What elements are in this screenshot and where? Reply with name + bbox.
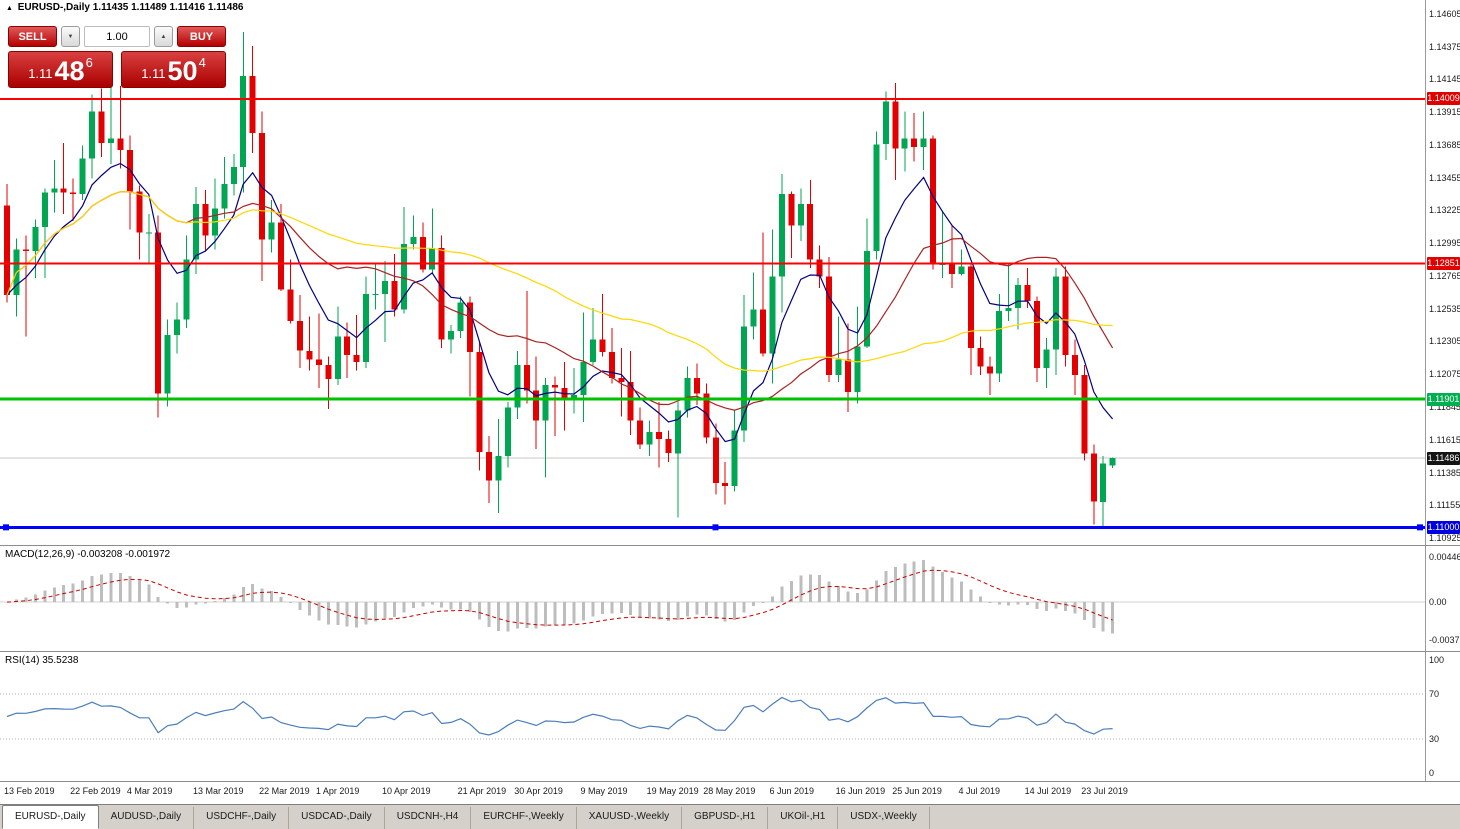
axis-tick-label: 1.13455	[1429, 172, 1460, 183]
chart-title: ▲ EURUSD-,Daily 1.11435 1.11489 1.11416 …	[6, 2, 243, 13]
date-label: 23 Jul 2019	[1081, 786, 1128, 796]
tab-usdcad-daily[interactable]: USDCAD-,Daily	[289, 807, 385, 829]
tab-eurchf-weekly[interactable]: EURCHF-,Weekly	[471, 807, 577, 829]
axis-tick-label: 1.12075	[1429, 369, 1460, 380]
tab-eurusd-daily[interactable]: EURUSD-,Daily	[2, 805, 99, 829]
rsi-indicator-chart[interactable]	[0, 652, 1425, 781]
volume-decrease-button[interactable]: ▼	[61, 26, 80, 47]
macd-indicator-chart[interactable]	[0, 546, 1425, 651]
date-label: 22 Mar 2019	[259, 786, 310, 796]
buy-price-pips: 50	[167, 56, 198, 86]
date-label: 13 Feb 2019	[4, 786, 55, 796]
sell-price-big-figure: 1.11	[28, 66, 53, 81]
date-label: 9 May 2019	[580, 786, 628, 796]
hline-price-tag: 1.11901	[1427, 392, 1460, 406]
buy-price-display[interactable]: 1.11 50 4	[121, 51, 226, 88]
axis-tick-label: -0.003716	[1429, 634, 1460, 645]
current-price-tag: 1.11486	[1427, 451, 1460, 465]
date-label: 13 Mar 2019	[193, 786, 244, 796]
axis-tick-label: 1.14145	[1429, 74, 1460, 85]
tab-audusd-daily[interactable]: AUDUSD-,Daily	[99, 807, 195, 829]
macd-label: MACD(12,26,9) -0.003208 -0.001972	[5, 549, 171, 560]
date-label: 14 Jul 2019	[1024, 786, 1072, 796]
chart-symbol-label: EURUSD-,Daily	[17, 2, 90, 13]
tab-xauusd-weekly[interactable]: XAUUSD-,Weekly	[577, 807, 683, 829]
buy-price-point: 4	[198, 55, 206, 70]
time-axis[interactable]: 13 Feb 2019 22 Feb 2019 4 Mar 2019 13 Mar 2…	[0, 782, 1460, 804]
axis-tick-label: 70	[1429, 688, 1440, 699]
axis-tick-label: 1.13225	[1429, 205, 1460, 216]
axis-tick-label: 1.12995	[1429, 238, 1460, 249]
sell-price-pips: 48	[54, 56, 85, 86]
buy-button[interactable]: BUY	[177, 26, 226, 47]
axis-tick-label: 1.14375	[1429, 41, 1460, 52]
sell-button[interactable]: SELL	[8, 26, 57, 47]
axis-tick-label: 1.11385	[1429, 467, 1460, 478]
date-label: 21 Apr 2019	[457, 786, 507, 796]
date-label: 19 May 2019	[646, 786, 699, 796]
date-label: 16 Jun 2019	[835, 786, 886, 796]
axis-tick-label: 1.11615	[1429, 434, 1460, 445]
axis-tick-label: 1.14605	[1429, 8, 1460, 19]
date-label: 6 Jun 2019	[769, 786, 814, 796]
tab-usdx-weekly[interactable]: USDX-,Weekly	[838, 807, 930, 829]
price-axis[interactable]: 1.14605 1.14375 1.14145 1.13915 1.13685 1.134…	[1425, 0, 1460, 782]
axis-tick-label: 30	[1429, 734, 1440, 745]
axis-tick-label: 1.12765	[1429, 270, 1460, 281]
axis-tick-label: 100	[1429, 655, 1445, 665]
hline-price-tag: 1.11000	[1427, 520, 1460, 534]
axis-tick-label: 0	[1429, 768, 1435, 778]
axis-tick-label: 1.13915	[1429, 107, 1460, 118]
volume-increase-button[interactable]: ▲	[154, 26, 173, 47]
hline-price-tag: 1.12851	[1427, 257, 1460, 271]
axis-tick-label: 1.11155	[1429, 500, 1460, 511]
axis-tick-label: 1.12305	[1429, 336, 1460, 347]
rsi-label: RSI(14) 35.5238	[5, 655, 79, 666]
date-label: 1 Apr 2019	[315, 786, 360, 796]
sell-price-display[interactable]: 1.11 48 6	[8, 51, 113, 88]
sell-price-point: 6	[85, 55, 93, 70]
panel-separator	[0, 781, 1460, 782]
panel-separator[interactable]	[0, 545, 1460, 546]
chart-ohlc-values: 1.11435 1.11489 1.11416 1.11486	[92, 2, 244, 13]
chart-tab-bar: EURUSD-,Daily AUDUSD-,Daily USDCHF-,Daily U…	[0, 804, 1460, 829]
date-label: 25 Jun 2019	[892, 786, 942, 796]
tab-usdchf-daily[interactable]: USDCHF-,Daily	[194, 807, 290, 829]
tab-usdcnh-h4[interactable]: USDCNH-,H4	[385, 807, 472, 829]
date-label: 4 Jul 2019	[958, 786, 1000, 796]
axis-tick-label: 1.10925	[1429, 533, 1460, 544]
candlestick-chart[interactable]	[0, 0, 1425, 545]
buy-price-big-figure: 1.11	[141, 66, 166, 81]
hline-price-tag: 1.14009	[1427, 92, 1460, 106]
symbol-marker-icon: ▲	[6, 5, 13, 12]
axis-tick-label: 1.13685	[1429, 139, 1460, 150]
axis-tick-label: 0.004465	[1429, 551, 1460, 562]
date-label: 22 Feb 2019	[70, 786, 121, 796]
date-label: 28 May 2019	[703, 786, 756, 796]
axis-tick-label: 1.11845	[1429, 402, 1460, 412]
date-label: 4 Mar 2019	[126, 786, 173, 796]
date-label: 30 Apr 2019	[514, 786, 563, 796]
volume-input[interactable]	[84, 26, 150, 47]
date-label: 10 Apr 2019	[382, 786, 431, 796]
panel-separator[interactable]	[0, 651, 1460, 652]
tab-ukoil-h1[interactable]: UKOil-,H1	[768, 807, 839, 829]
axis-tick-label: 0.00	[1429, 597, 1447, 608]
tab-gbpusd-h1[interactable]: GBPUSD-,H1	[682, 807, 769, 829]
axis-tick-label: 1.12535	[1429, 303, 1460, 314]
